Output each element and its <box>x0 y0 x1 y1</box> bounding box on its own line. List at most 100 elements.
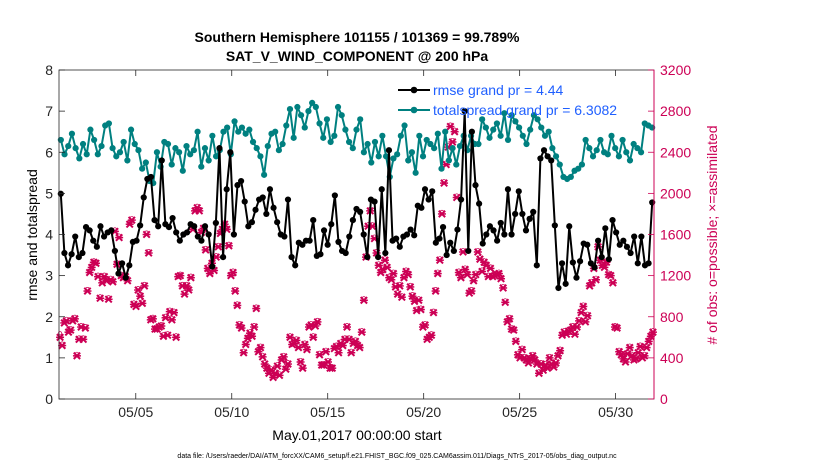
obs-assimilated-marker <box>132 302 141 311</box>
obs-possible-marker <box>309 320 314 325</box>
totalspread-point <box>419 153 427 160</box>
totalspread-point <box>442 128 449 135</box>
totalspread-point <box>346 138 353 146</box>
obs-possible-marker <box>477 255 482 260</box>
obs-assimilated-marker <box>104 295 113 304</box>
obs-possible-marker <box>418 305 423 310</box>
totalspread-point <box>512 118 519 125</box>
rmse-point <box>576 258 584 265</box>
rmse-point <box>97 223 104 230</box>
obs-possible-marker <box>471 276 476 281</box>
right-tick-label: 2000 <box>660 185 691 201</box>
obs-possible-marker <box>226 241 231 246</box>
obs-assimilated-marker <box>58 341 67 350</box>
obs-assimilated-marker <box>296 358 305 366</box>
obs-assimilated-marker <box>184 286 193 294</box>
totalspread-point <box>94 151 101 158</box>
obs-possible-marker <box>256 347 261 352</box>
obs-assimilated-marker <box>380 256 389 265</box>
obs-possible-marker <box>180 281 185 286</box>
rmse-point <box>530 208 537 215</box>
rmse-point <box>429 188 436 195</box>
rmse-point <box>133 237 140 244</box>
obs-possible-marker <box>58 331 63 336</box>
obs-assimilated-marker <box>435 256 444 265</box>
obs-assimilated-marker <box>355 343 364 352</box>
totalspread-point <box>320 134 327 141</box>
rmse-point <box>259 194 266 201</box>
obs-possible-marker <box>87 268 92 273</box>
obs-possible-marker <box>638 342 643 347</box>
obs-possible-marker <box>532 355 537 360</box>
left-tick-label: 7 <box>45 103 53 119</box>
totalspread-point <box>76 155 83 162</box>
obs-possible-marker <box>332 344 337 349</box>
obs-possible-marker <box>108 275 113 280</box>
obs-possible-marker <box>572 330 577 335</box>
totalspread-point <box>486 134 493 141</box>
obs-possible-marker <box>243 340 248 345</box>
rmse-point <box>385 147 393 154</box>
rmse-point <box>393 235 400 242</box>
obs-possible-marker <box>560 331 565 336</box>
obs-assimilated-marker <box>136 292 145 301</box>
obs-possible-marker <box>102 272 107 277</box>
totalspread-point <box>357 116 364 123</box>
obs-possible-marker <box>182 290 187 295</box>
obs-assimilated-marker <box>292 336 301 345</box>
totalspread-point <box>593 147 600 154</box>
rmse-point <box>508 231 515 238</box>
obs-possible-marker <box>507 314 512 319</box>
totalspread-point <box>194 128 201 135</box>
obs-assimilated-marker <box>70 314 79 323</box>
obs-possible-marker <box>526 359 531 363</box>
obs-assimilated-marker <box>389 269 398 278</box>
rmse-point <box>147 173 155 181</box>
totalspread-point <box>382 153 390 160</box>
obs-assimilated-marker <box>231 287 240 295</box>
left-tick-label: 6 <box>45 144 53 160</box>
rmse-point <box>591 264 598 271</box>
obs-possible-marker <box>385 263 390 268</box>
obs-assimilated-marker <box>311 322 320 330</box>
obs-assimilated-marker <box>258 352 267 361</box>
obs-assimilated-marker <box>125 220 134 229</box>
totalspread-point <box>523 140 530 148</box>
obs-possible-marker <box>575 323 579 327</box>
obs-possible-marker <box>602 263 607 268</box>
totalspread-point <box>368 159 375 166</box>
obs-possible-marker <box>342 335 347 340</box>
rmse-point <box>573 274 580 281</box>
legend-spread-marker <box>410 106 418 114</box>
obs-assimilated-marker <box>201 246 210 254</box>
left-tick-label: 8 <box>45 62 53 78</box>
obs-possible-marker <box>433 287 438 291</box>
obs-assimilated-marker <box>96 294 105 303</box>
obs-possible-marker <box>524 355 529 360</box>
totalspread-point <box>334 103 342 111</box>
rmse-point <box>169 214 176 222</box>
obs-possible-marker <box>583 317 588 322</box>
rmse-point <box>281 233 288 240</box>
rmse-point <box>497 219 504 227</box>
obs-possible-marker <box>290 340 295 345</box>
obs-possible-marker <box>606 270 611 275</box>
totalspread-point <box>493 120 501 127</box>
obs-possible-marker <box>522 353 527 358</box>
totalspread-point <box>394 151 401 158</box>
rmse-point <box>504 186 512 193</box>
totalspread-point <box>212 153 220 160</box>
totalspread-point <box>582 136 589 144</box>
obs-possible-marker <box>178 271 183 276</box>
obs-assimilated-marker <box>239 348 248 357</box>
totalspread-point <box>286 105 294 113</box>
rmse-point <box>602 225 609 232</box>
obs-possible-marker <box>235 301 240 306</box>
rmse-point <box>526 215 533 222</box>
obs-possible-marker <box>79 323 84 327</box>
totalspread-point <box>253 145 260 152</box>
rmse-point <box>126 262 133 269</box>
obs-possible-marker <box>304 345 309 350</box>
rmse-point <box>61 249 68 257</box>
obs-possible-marker <box>494 270 499 275</box>
